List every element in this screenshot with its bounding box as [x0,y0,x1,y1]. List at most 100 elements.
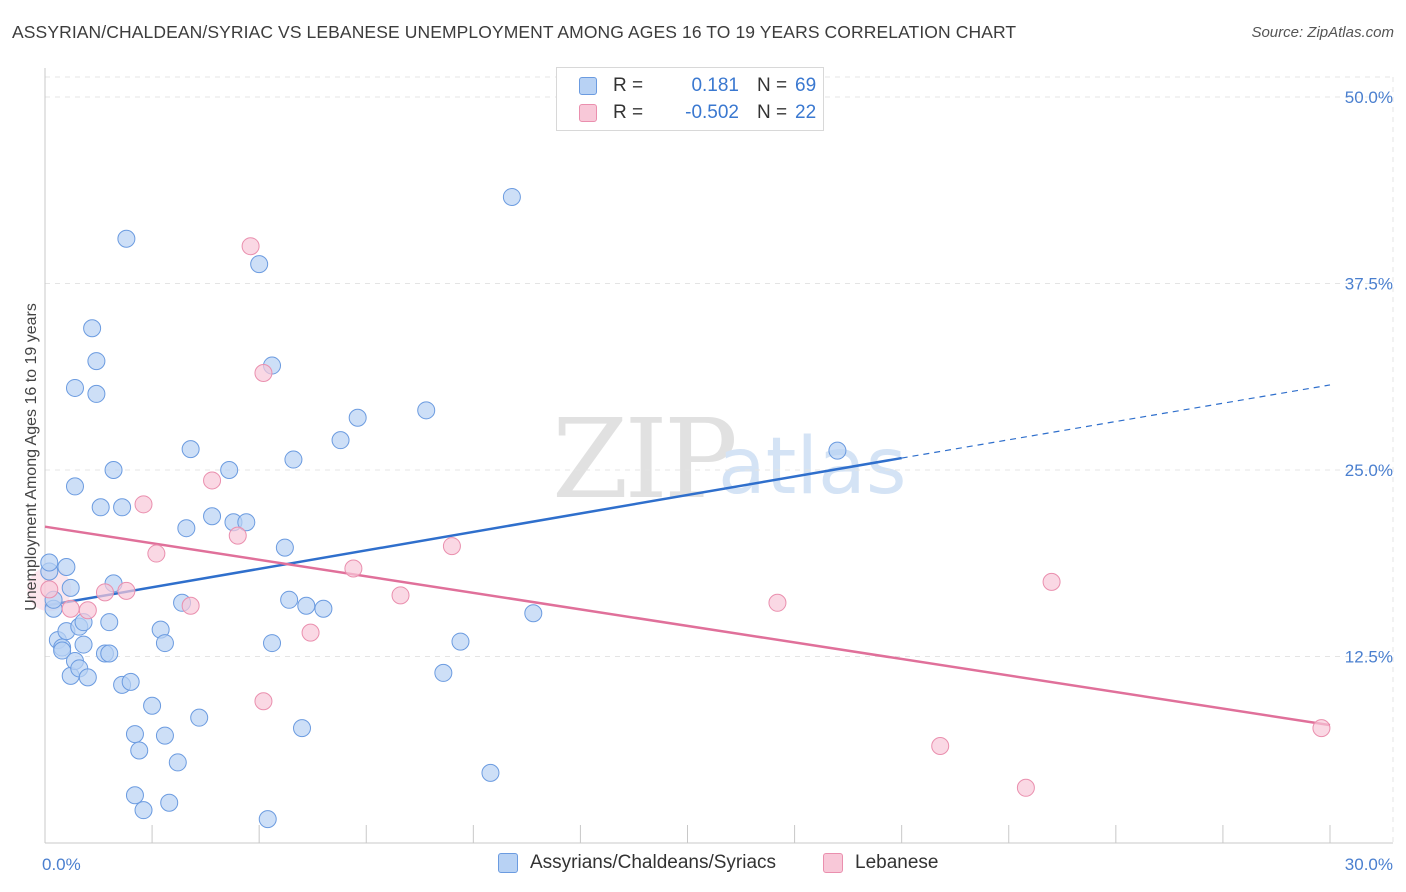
point-lebanese [95,583,114,602]
legend-r-value: -0.502 [685,102,739,123]
trendline-assyrians [44,456,902,608]
legend-r-value: 0.181 [691,75,739,96]
point-assyrians [65,378,84,397]
point-assyrians [134,801,153,820]
y-tick-label: 25.0% [1345,461,1393,480]
point-lebanese [1312,719,1331,738]
point-lebanese [117,581,136,600]
point-lebanese [134,495,153,514]
point-assyrians [155,634,174,653]
point-lebanese [344,559,363,578]
correlation-legend: R = 0.181 N = 69 R = -0.502 N = 22 [556,67,824,131]
point-lebanese [181,596,200,615]
legend-n-label: N = [757,102,788,123]
point-assyrians [113,498,132,517]
point-assyrians [100,613,119,632]
point-lebanese [241,237,260,256]
point-assyrians [524,604,543,623]
point-assyrians [314,599,333,618]
point-lebanese [78,601,97,620]
x-tick-label: 30.0% [1345,855,1393,874]
axis-layer [44,68,1393,844]
point-lebanese [147,544,166,563]
point-assyrians [828,441,847,460]
point-assyrians [143,696,162,715]
point-assyrians [104,461,123,479]
legend-r-label: R = [613,75,644,96]
point-assyrians [83,319,102,338]
point-lebanese [768,593,787,612]
legend-n-value: 22 [795,102,817,123]
point-assyrians [87,384,106,403]
point-assyrians [293,719,311,738]
bottom-legend-swatch-blue [498,853,518,873]
label-layer: 12.5% 25.0% 37.5% 50.0% 0.0% 30.0% Unemploymen… [23,88,1393,874]
point-assyrians [258,810,277,829]
point-assyrians [451,632,470,651]
point-assyrians [417,401,436,420]
point-lebanese [301,623,320,642]
point-assyrians [275,538,294,557]
bottom-legend-label: Lebanese [855,852,939,873]
point-assyrians [434,663,453,682]
point-assyrians [87,352,106,371]
point-assyrians [203,507,222,526]
point-assyrians [297,596,316,615]
point-assyrians [57,557,76,576]
trendline-lebanese [44,525,1331,727]
point-assyrians [78,668,97,687]
point-lebanese [391,586,410,605]
x-tick-label: 0.0% [42,855,81,874]
legend-n-label: N = [757,75,788,96]
legend-swatch-blue [579,77,597,95]
point-assyrians [121,672,140,691]
point-assyrians [125,786,144,805]
legend-swatch-pink [579,104,597,122]
bottom-legend-label: Assyrians/Chaldeans/Syriacs [530,852,777,873]
y-axis-label: Unemployment Among Ages 16 to 19 years [23,303,40,611]
legend-n-value: 69 [795,75,817,96]
point-assyrians [177,519,196,538]
points-layer [27,187,1331,829]
point-lebanese [254,692,273,711]
point-lebanese [931,737,950,756]
point-assyrians [220,461,239,479]
point-assyrians [117,229,136,248]
point-assyrians [130,741,149,760]
source-label: Source: ZipAtlas.com [1251,24,1394,41]
point-lebanese [203,471,222,490]
point-assyrians [125,725,144,744]
y-tick-label: 12.5% [1345,648,1393,667]
bottom-legend-swatch-pink [823,853,843,873]
trendline-assyrians-extension [901,384,1331,459]
watermark-atlas: atlas [718,422,907,512]
point-assyrians [481,763,500,782]
point-assyrians [331,431,350,450]
point-assyrians [348,408,367,427]
point-assyrians [40,553,59,572]
chart-title: ASSYRIAN/CHALDEAN/SYRIAC VS LEBANESE UNE… [12,22,1017,42]
y-tick-label: 37.5% [1345,275,1393,294]
point-assyrians [190,708,209,727]
point-assyrians [502,187,521,206]
point-assyrians [280,590,299,609]
y-tick-label: 50.0% [1345,88,1393,107]
point-lebanese [228,526,247,545]
point-assyrians [65,477,84,496]
point-lebanese [442,537,461,556]
point-lebanese [1042,572,1061,591]
point-assyrians [155,726,174,745]
grid-layer [45,76,1394,843]
point-assyrians [181,440,200,459]
point-lebanese [254,364,273,383]
point-assyrians [237,513,256,532]
legend-r-label: R = [613,102,644,123]
point-lebanese [40,580,59,599]
point-lebanese [1016,778,1035,797]
point-assyrians [61,578,80,597]
trend-layer [44,384,1331,727]
point-assyrians [160,793,179,812]
point-assyrians [53,641,72,660]
point-assyrians [100,644,119,663]
